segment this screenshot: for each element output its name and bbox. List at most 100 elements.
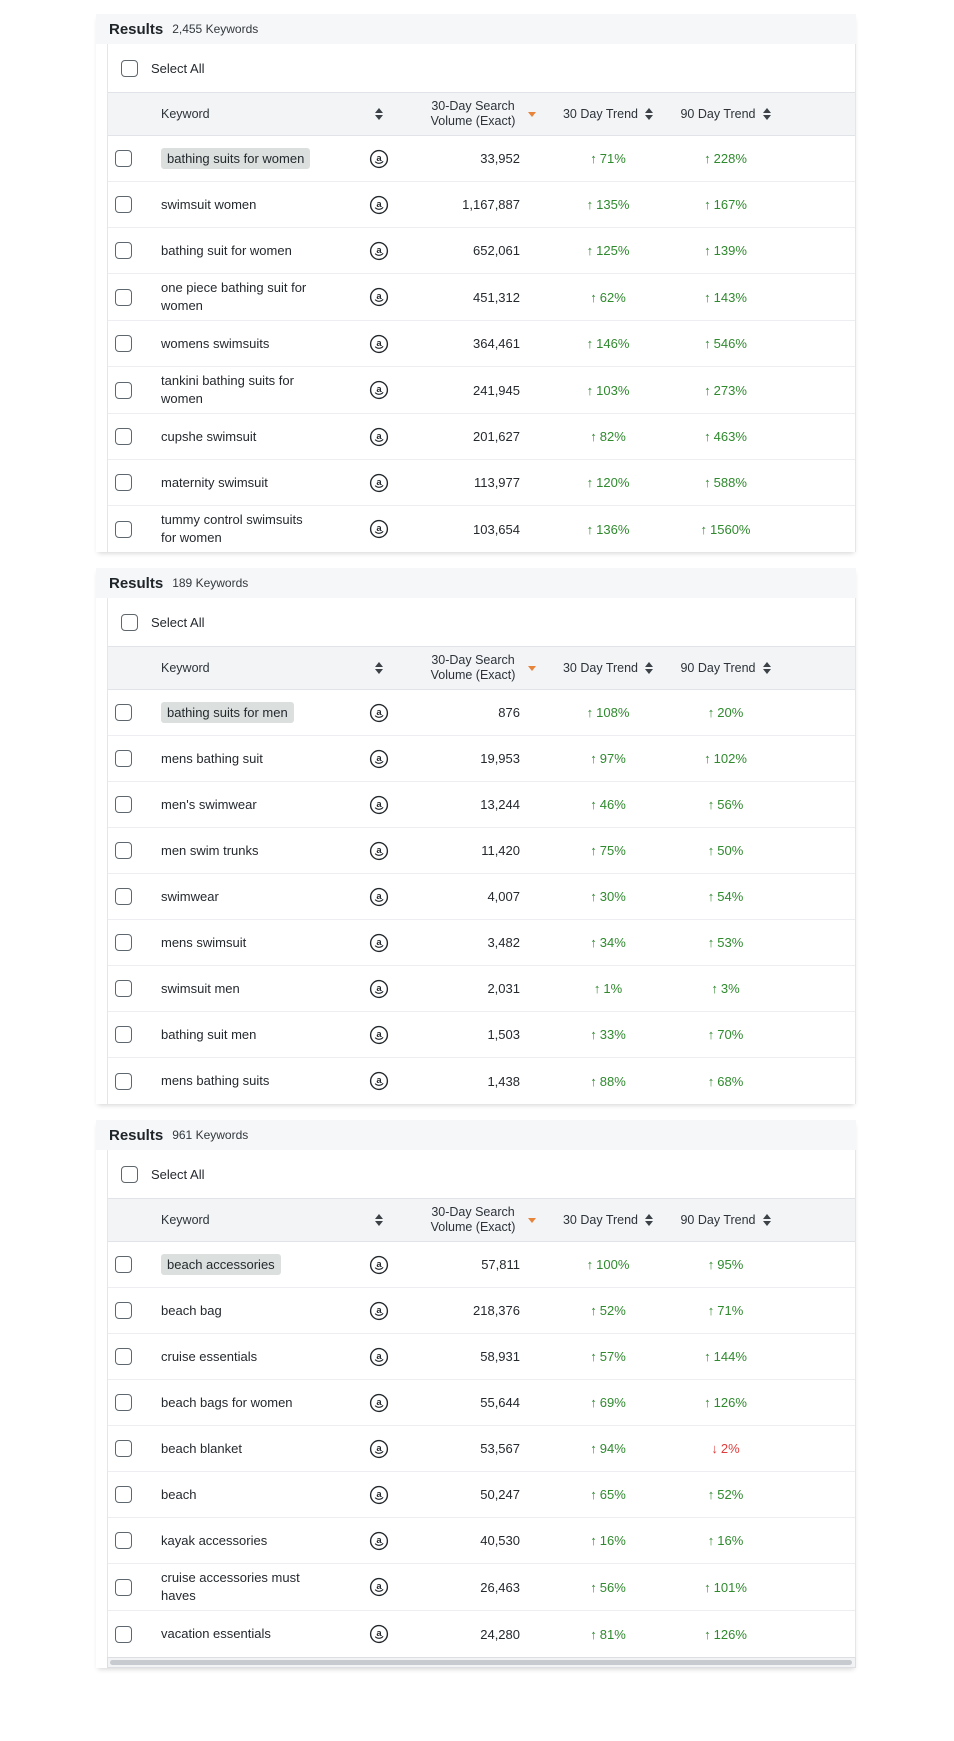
row-checkbox[interactable] — [115, 335, 132, 352]
amazon-icon[interactable]: a — [369, 519, 389, 539]
row-checkbox[interactable] — [115, 704, 132, 721]
amazon-icon[interactable]: a — [369, 933, 389, 953]
sort-desc-active-icon[interactable] — [528, 666, 536, 671]
amazon-icon[interactable]: a — [369, 887, 389, 907]
row-checkbox[interactable] — [115, 381, 132, 399]
amazon-icon[interactable]: a — [369, 473, 389, 493]
keyword-cell: maternity swimsuit — [148, 474, 360, 492]
row-checkbox[interactable] — [115, 1302, 132, 1319]
sort-arrows-icon[interactable] — [375, 1214, 383, 1226]
column-header-30-day-trend[interactable]: 30 Day Trend — [548, 1213, 668, 1227]
column-header-90-day-trend[interactable]: 90 Day Trend — [668, 661, 783, 675]
row-checkbox[interactable] — [115, 842, 132, 859]
row-checkbox[interactable] — [115, 242, 132, 259]
row-checkbox[interactable] — [115, 520, 132, 538]
select-all-checkbox[interactable] — [121, 613, 138, 631]
amazon-icon[interactable]: a — [369, 749, 389, 769]
90-day-trend-value: ↑ 273% — [704, 382, 747, 398]
row-checkbox[interactable] — [115, 196, 132, 213]
90-day-trend-cell: ↓ 2% — [668, 1441, 783, 1456]
amazon-icon[interactable]: a — [369, 380, 389, 400]
column-header-keyword[interactable]: Keyword — [161, 661, 210, 675]
column-header-90-day-trend[interactable]: 90 Day Trend — [668, 1213, 783, 1227]
amazon-icon[interactable]: a — [369, 427, 389, 447]
column-header-keyword[interactable]: Keyword — [161, 1213, 210, 1227]
row-checkbox[interactable] — [115, 796, 132, 813]
keyword-sort-control[interactable] — [360, 1214, 398, 1226]
row-checkbox[interactable] — [115, 1625, 132, 1643]
amazon-icon[interactable]: a — [369, 1255, 389, 1275]
row-checkbox[interactable] — [115, 1348, 132, 1365]
sort-arrows-icon[interactable] — [645, 108, 654, 120]
keyword-sort-control[interactable] — [360, 108, 398, 120]
amazon-icon[interactable]: a — [369, 149, 389, 169]
horizontal-scrollbar[interactable] — [107, 1657, 856, 1668]
amazon-icon[interactable]: a — [369, 1624, 389, 1644]
sort-arrows-icon[interactable] — [762, 108, 771, 120]
column-header-search-volume[interactable]: 30-Day Search Volume (Exact) — [398, 653, 548, 683]
amazon-icon[interactable]: a — [369, 795, 389, 815]
row-checkbox[interactable] — [115, 1440, 132, 1457]
select-all-checkbox[interactable] — [121, 1165, 138, 1183]
row-checkbox[interactable] — [115, 980, 132, 997]
row-checkbox[interactable] — [115, 428, 132, 445]
row-checkbox[interactable] — [115, 150, 132, 167]
row-checkbox[interactable] — [115, 888, 132, 905]
amazon-icon[interactable]: a — [369, 287, 389, 307]
row-checkbox[interactable] — [115, 474, 132, 491]
amazon-icon[interactable]: a — [369, 334, 389, 354]
search-volume-value: 1,167,887 — [462, 197, 520, 212]
column-header-30-day-trend[interactable]: 30 Day Trend — [548, 661, 668, 675]
horizontal-scrollbar-thumb[interactable] — [110, 1660, 852, 1665]
sort-arrows-icon[interactable] — [762, 662, 771, 674]
amazon-icon[interactable]: a — [369, 1531, 389, 1551]
sort-desc-active-icon[interactable] — [528, 1218, 536, 1223]
row-checkbox[interactable] — [115, 750, 132, 767]
amazon-icon[interactable]: a — [369, 1577, 389, 1597]
arrow-up-icon: ↑ — [590, 151, 597, 166]
column-header-30-day-trend[interactable]: 30 Day Trend — [548, 107, 668, 121]
sort-desc-active-icon[interactable] — [528, 112, 536, 117]
column-header-keyword[interactable]: Keyword — [161, 107, 210, 121]
amazon-icon[interactable]: a — [369, 195, 389, 215]
keyword-table-row: beach bags for women a 55,644 ↑ 69% ↑ 12… — [108, 1380, 855, 1426]
amazon-icon[interactable]: a — [369, 1071, 389, 1091]
keyword-cell: men's swimwear — [148, 796, 360, 814]
sort-arrows-icon[interactable] — [375, 108, 383, 120]
sort-arrows-icon[interactable] — [645, 1214, 654, 1226]
amazon-icon[interactable]: a — [369, 841, 389, 861]
select-all-checkbox[interactable] — [121, 59, 138, 77]
amazon-icon[interactable]: a — [369, 1301, 389, 1321]
sort-arrows-icon[interactable] — [762, 1214, 771, 1226]
row-checkbox-cell — [108, 288, 148, 306]
amazon-icon[interactable]: a — [369, 979, 389, 999]
row-checkbox[interactable] — [115, 1578, 132, 1596]
column-header-search-volume[interactable]: 30-Day Search Volume (Exact) — [398, 1205, 548, 1235]
amazon-icon[interactable]: a — [369, 241, 389, 261]
amazon-icon[interactable]: a — [369, 1347, 389, 1367]
keyword-cell: cupshe swimsuit — [148, 428, 360, 446]
amazon-icon[interactable]: a — [369, 1393, 389, 1413]
row-checkbox[interactable] — [115, 934, 132, 951]
amazon-icon[interactable]: a — [369, 1025, 389, 1045]
90-day-trend-cell: ↑ 70% — [668, 1027, 783, 1042]
sort-arrows-icon[interactable] — [375, 662, 383, 674]
sort-arrows-icon[interactable] — [645, 662, 654, 674]
90-day-trend-value: ↑ 588% — [704, 475, 747, 490]
column-header-search-volume[interactable]: 30-Day Search Volume (Exact) — [398, 99, 548, 129]
column-header-90-day-trend[interactable]: 90 Day Trend — [668, 107, 783, 121]
keyword-table-row: bathing suits for women a 33,952 ↑ 71% ↑… — [108, 136, 855, 182]
amazon-icon[interactable]: a — [369, 1439, 389, 1459]
row-checkbox[interactable] — [115, 1026, 132, 1043]
row-checkbox[interactable] — [115, 1072, 132, 1090]
row-checkbox[interactable] — [115, 288, 132, 306]
search-volume-value: 364,461 — [473, 336, 520, 351]
amazon-icon[interactable]: a — [369, 1485, 389, 1505]
amazon-icon[interactable]: a — [369, 703, 389, 723]
keyword-sort-control[interactable] — [360, 662, 398, 674]
row-checkbox[interactable] — [115, 1394, 132, 1411]
row-checkbox[interactable] — [115, 1532, 132, 1549]
row-checkbox[interactable] — [115, 1486, 132, 1503]
row-checkbox[interactable] — [115, 1256, 132, 1273]
marketplace-cell: a — [360, 427, 398, 447]
